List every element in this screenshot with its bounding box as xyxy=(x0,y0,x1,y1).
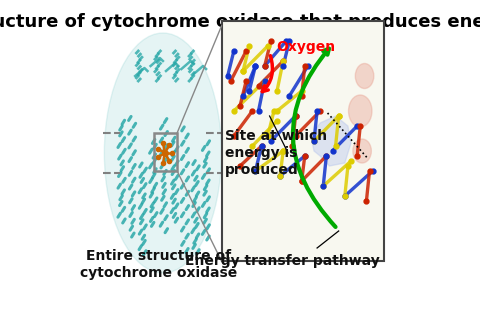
Bar xyxy=(154,133,177,171)
Text: Structure of cytochrome oxidase that produces energy: Structure of cytochrome oxidase that pro… xyxy=(0,13,480,31)
Ellipse shape xyxy=(104,33,221,273)
Text: Energy transfer pathway: Energy transfer pathway xyxy=(184,254,379,268)
Ellipse shape xyxy=(355,63,374,89)
Ellipse shape xyxy=(348,95,372,127)
Bar xyxy=(221,21,384,261)
Text: Site at which
energy is
produced: Site at which energy is produced xyxy=(225,129,327,177)
Text: Oxygen: Oxygen xyxy=(276,40,335,54)
Polygon shape xyxy=(311,116,351,166)
Text: Entire structure of
cytochrome oxidase: Entire structure of cytochrome oxidase xyxy=(80,249,237,280)
Ellipse shape xyxy=(353,139,372,163)
